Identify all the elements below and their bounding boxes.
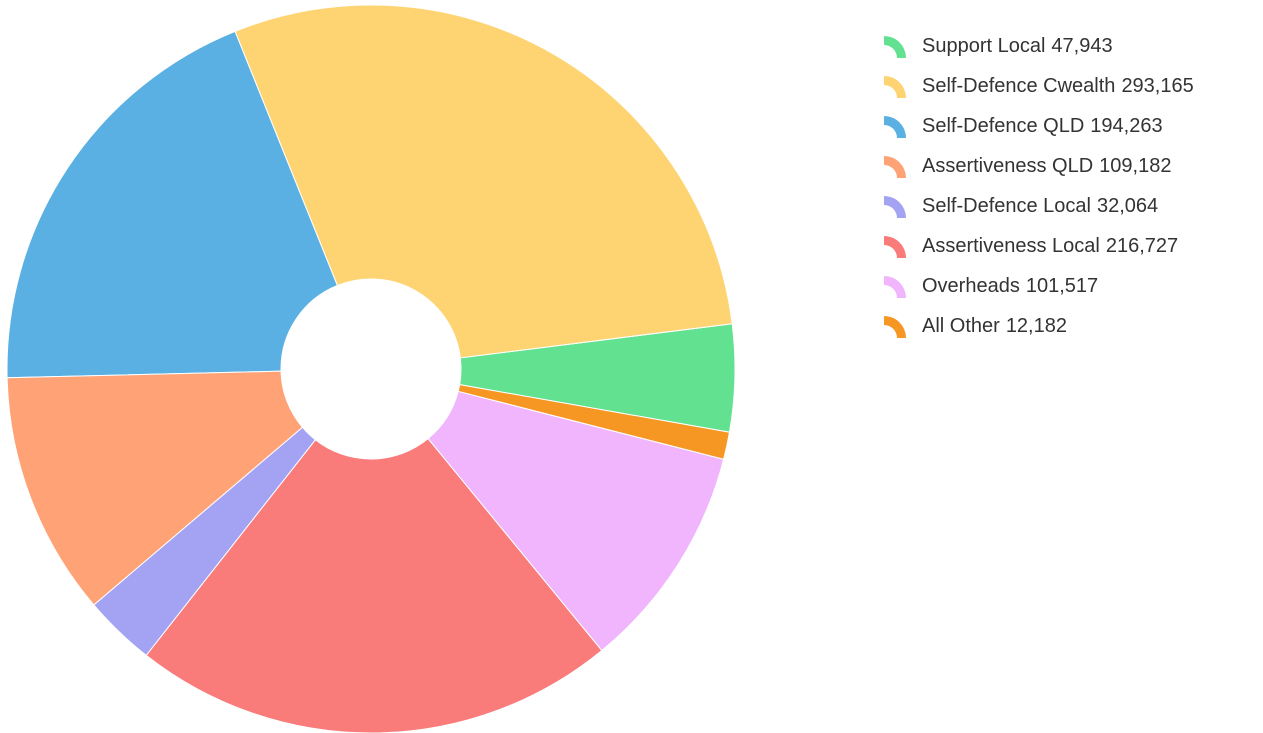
legend: Support Local 47,943 Self-Defence Cwealth 2… [880,26,1255,346]
legend-value: 101,517 [1025,274,1099,297]
pie-chart [6,4,736,733]
legend-swatch-icon [884,76,906,98]
pie-slice-self-defence-qld[interactable] [6,30,339,379]
legend-item[interactable]: Assertiveness Local 216,727 [880,226,1255,266]
legend-swatch-icon [884,196,906,218]
legend-swatch-icon [884,316,906,338]
legend-value: 216,727 [1105,234,1179,257]
legend-label: Assertiveness QLD [922,154,1094,177]
legend-label: Support Local [922,34,1046,57]
legend-value: 293,165 [1121,74,1194,97]
legend-item[interactable]: Self-Defence QLD 194,263 [880,106,1255,146]
legend-label: All Other [922,314,1000,337]
legend-item[interactable]: Assertiveness QLD 109,182 [880,146,1255,186]
legend-label: Self-Defence Local [922,194,1091,217]
pie-slice-overheads[interactable] [427,390,725,652]
legend-swatch-icon [884,236,906,258]
legend-value: 47,943 [1051,34,1113,57]
legend-swatch-icon [884,276,906,298]
legend-label: Self-Defence Cwealth [922,74,1116,97]
legend-value: 12,182 [1005,314,1067,337]
legend-value: 109,182 [1099,154,1172,177]
legend-label: Assertiveness Local [922,234,1100,257]
legend-item[interactable]: Support Local 47,943 [880,26,1255,66]
pie-slice-all-other[interactable] [457,384,731,460]
legend-swatch-icon [884,36,906,58]
legend-item[interactable]: Overheads 101,517 [880,266,1255,306]
legend-label: Overheads [922,274,1020,297]
pie-slice-self-defence-cwealth[interactable] [234,4,733,359]
pie-slices [6,4,736,733]
legend-swatch-icon [884,116,906,138]
legend-item[interactable]: Self-Defence Local 32,064 [880,186,1255,226]
legend-item[interactable]: All Other 12,182 [880,306,1255,346]
legend-item[interactable]: Self-Defence Cwealth 293,165 [880,66,1255,106]
legend-label: Self-Defence QLD [922,114,1085,137]
legend-value: 32,064 [1096,194,1159,217]
legend-swatch-icon [884,156,906,178]
legend-value: 194,263 [1090,114,1163,137]
pie-slice-assertiveness-qld[interactable] [6,370,304,606]
